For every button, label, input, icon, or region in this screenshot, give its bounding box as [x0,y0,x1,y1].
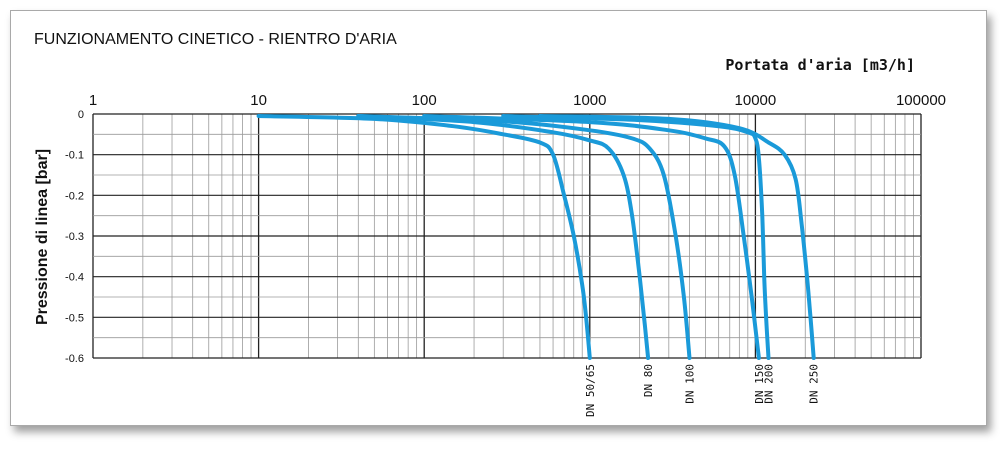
y-tick-label: 0 [78,109,84,121]
series-line [356,114,651,360]
y-tick-label: -0.6 [65,353,84,365]
series-line [501,114,771,360]
y-tick-label: -0.4 [65,272,84,284]
chart-title: FUNZIONAMENTO CINETICO - RIENTRO D'ARIA [34,31,397,48]
x-tick-label: 10000 [735,92,777,109]
grid [92,113,922,359]
series-label: DN 200 [763,364,776,404]
series-line [356,114,692,360]
x-tick-label: 100 [412,92,437,109]
x-tick-label: 100000 [896,92,946,109]
series-label: DN 150 [753,364,766,404]
series-label: DN 250 [808,364,821,404]
x-tick-label: 10 [250,92,267,109]
y-axis-label: Pressione di linea [bar] [34,149,51,325]
y-tick-label: -0.1 [65,150,84,162]
series-line [422,114,761,360]
y-tick-label: -0.2 [65,190,84,202]
x-tick-labels: 1 10 100 1000 10000 100000 [89,92,946,109]
series-label: DN 50/65 [584,364,597,417]
series-label: DN 100 [684,364,697,404]
x-tick-label: 1 [89,92,97,109]
series-curves [256,114,816,360]
series-label: DN 80 [642,364,655,397]
y-tick-labels: 0 -0.1 -0.2 -0.3 -0.4 -0.5 -0.6 [65,109,84,365]
series-line [256,114,592,360]
y-tick-label: -0.5 [65,312,84,324]
series-line [537,114,816,360]
x-tick-label: 1000 [573,92,606,109]
chart-card [10,10,987,426]
x-axis-label: Portata d'aria [m3/h] [725,56,915,74]
y-tick-label: -0.3 [65,231,84,243]
